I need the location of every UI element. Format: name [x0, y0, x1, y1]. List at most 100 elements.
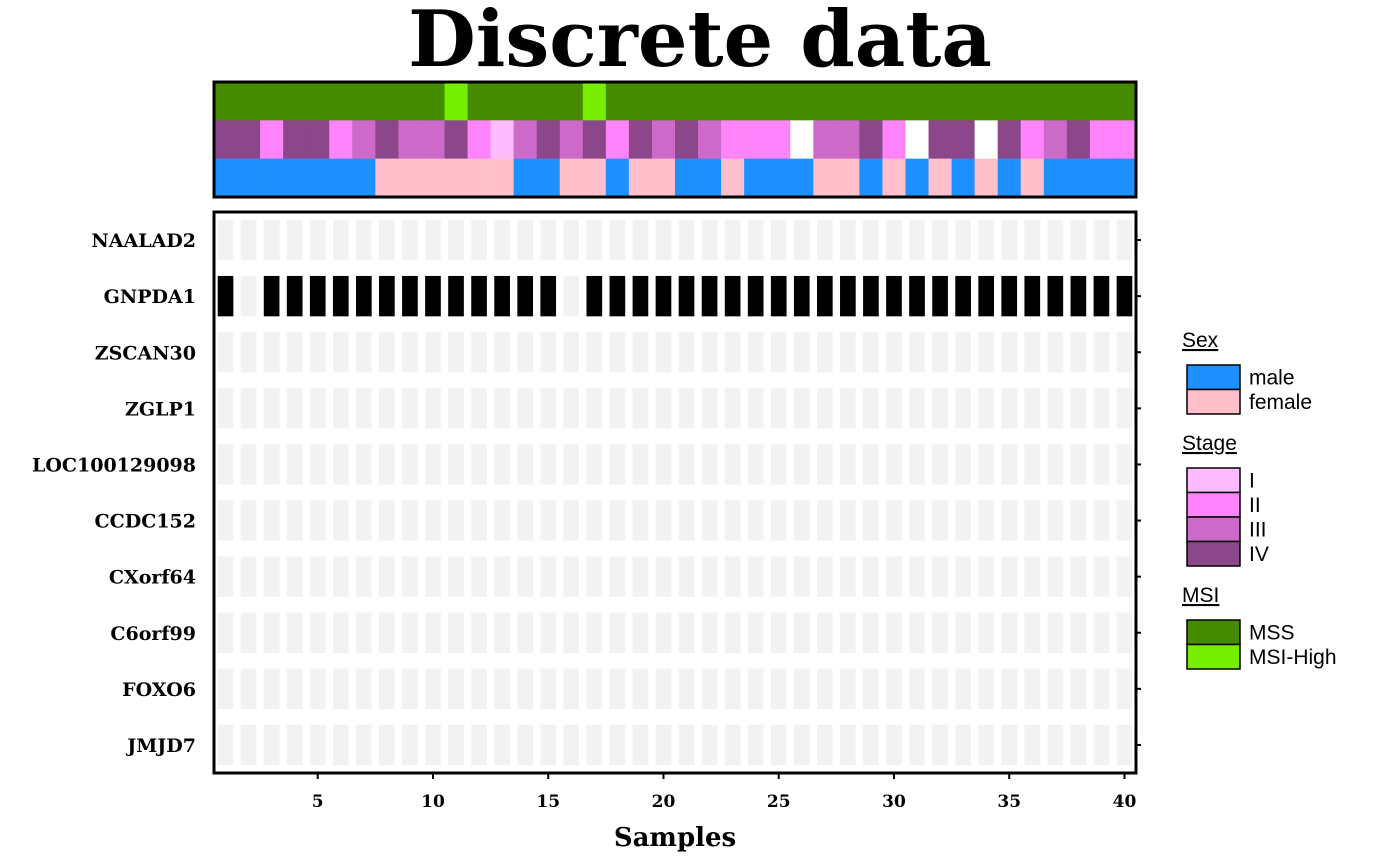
- empty-cell: [1116, 444, 1133, 485]
- annotation-cell-msi: [1043, 82, 1068, 121]
- alteration-cell: [1093, 275, 1110, 317]
- empty-cell: [309, 500, 326, 541]
- legend-label: III: [1249, 518, 1267, 541]
- empty-cell: [586, 612, 603, 653]
- legend-title-msi: MSI: [1182, 584, 1219, 607]
- empty-cell: [655, 444, 672, 485]
- annotation-cell-msi: [836, 82, 860, 121]
- empty-cell: [840, 612, 856, 653]
- x-tick-label: 15: [536, 792, 560, 812]
- annotation-cell-sex: [951, 158, 975, 198]
- empty-cell: [955, 612, 971, 653]
- annotation-cell-stage: [997, 120, 1022, 159]
- annotation-cell-msi: [283, 82, 307, 121]
- annotation-cell-msi: [398, 82, 422, 121]
- legend-label: IV: [1249, 543, 1269, 566]
- annotation-cell-msi: [559, 82, 584, 121]
- empty-cell: [978, 332, 995, 373]
- empty-cell: [1001, 388, 1018, 429]
- annotation-cell-sex: [582, 158, 607, 198]
- empty-cell: [425, 388, 441, 429]
- annotation-cell-stage: [744, 120, 768, 159]
- empty-cell: [263, 500, 280, 541]
- annotation-cell-msi: [974, 82, 998, 121]
- empty-cell: [863, 388, 879, 429]
- empty-cell: [425, 500, 441, 541]
- annotation-cell-sex: [1066, 158, 1091, 198]
- empty-cell: [217, 444, 234, 485]
- empty-cell: [1024, 332, 1041, 373]
- empty-cell: [1093, 668, 1110, 710]
- annotation-cell-stage: [698, 120, 722, 159]
- empty-cell: [840, 500, 856, 541]
- empty-cell: [379, 388, 395, 429]
- empty-cell: [425, 332, 441, 373]
- empty-cell: [355, 444, 372, 485]
- gene-labels: NAALAD2 GNPDA1 ZSCAN30 ZGLP1 LOC100129098 CCD…: [32, 230, 1141, 757]
- empty-cell: [563, 332, 580, 373]
- empty-cell: [217, 500, 234, 541]
- empty-cell: [932, 556, 948, 597]
- empty-cell: [840, 444, 856, 485]
- empty-cell: [632, 668, 649, 710]
- empty-cell: [701, 500, 718, 541]
- empty-cell: [1070, 612, 1087, 653]
- annotation-cell-stage: [836, 120, 860, 159]
- empty-cell: [747, 219, 764, 261]
- empty-cell: [563, 612, 580, 653]
- empty-cell: [448, 388, 464, 429]
- empty-cell: [286, 444, 303, 485]
- annotation-cell-msi: [997, 82, 1022, 121]
- empty-cell: [609, 668, 626, 710]
- empty-cell: [471, 556, 487, 597]
- annotation-cell-sex: [675, 158, 699, 198]
- empty-cell: [286, 219, 303, 261]
- empty-cell: [863, 556, 879, 597]
- annotation-cell-stage: [1043, 120, 1068, 159]
- empty-cell: [840, 332, 856, 373]
- empty-cell: [909, 500, 925, 541]
- empty-cell: [793, 724, 810, 766]
- legend-label: MSI-High: [1249, 646, 1337, 669]
- empty-cell: [448, 668, 464, 710]
- empty-cell: [816, 668, 833, 710]
- alteration-cell: [747, 275, 764, 317]
- empty-cell: [263, 444, 280, 485]
- empty-cell: [632, 219, 649, 261]
- empty-cell: [517, 724, 534, 766]
- empty-cell: [816, 500, 833, 541]
- empty-cell: [332, 500, 349, 541]
- empty-cell: [1070, 668, 1087, 710]
- empty-cell: [286, 332, 303, 373]
- annotation-cell-sex: [859, 158, 883, 198]
- empty-cell: [448, 219, 464, 261]
- annotation-cell-sex: [513, 158, 537, 198]
- empty-cell: [886, 668, 902, 710]
- empty-cell: [816, 388, 833, 429]
- empty-cell: [863, 724, 879, 766]
- empty-cell: [402, 444, 418, 485]
- empty-cell: [332, 332, 349, 373]
- empty-cell: [494, 500, 510, 541]
- empty-cell: [701, 332, 718, 373]
- empty-cell: [747, 668, 764, 710]
- empty-cell: [724, 388, 741, 429]
- alteration-cell: [701, 275, 718, 317]
- annotation-cell-sex: [628, 158, 653, 198]
- empty-cell: [632, 612, 649, 653]
- legend-swatch: [1186, 491, 1241, 518]
- empty-cell: [609, 444, 626, 485]
- empty-cell: [309, 444, 326, 485]
- annotation-cell-sex: [1089, 158, 1114, 198]
- alteration-cell: [978, 275, 995, 317]
- empty-cell: [816, 444, 833, 485]
- empty-cell: [863, 500, 879, 541]
- annotation-cell-msi: [905, 82, 929, 121]
- alteration-cell: [448, 275, 464, 317]
- empty-cell: [263, 332, 280, 373]
- empty-cell: [540, 556, 557, 597]
- empty-cell: [886, 444, 902, 485]
- empty-cell: [471, 332, 487, 373]
- empty-cell: [517, 388, 534, 429]
